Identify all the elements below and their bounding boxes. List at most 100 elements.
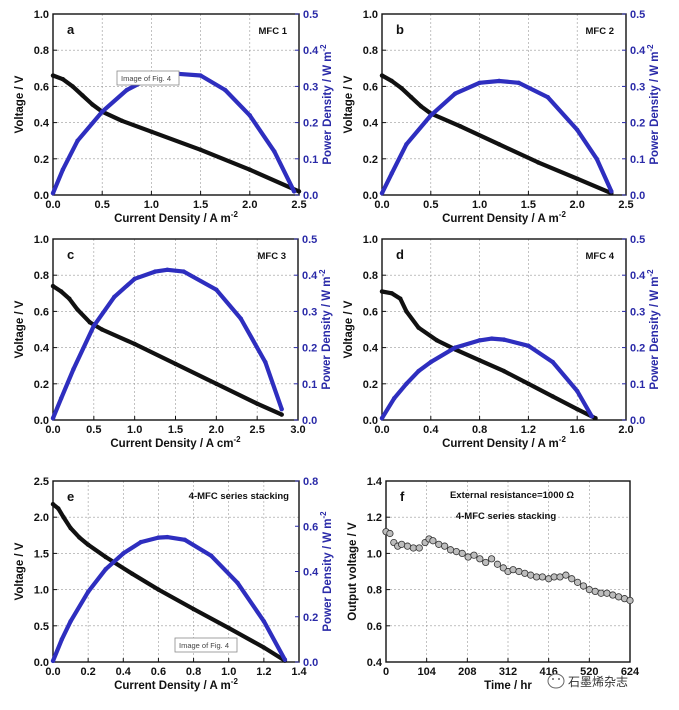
- x-tick-label: 0.5: [86, 424, 101, 436]
- panel-letter: a: [67, 22, 75, 37]
- power-density-point: [263, 359, 268, 365]
- power-density-point: [453, 345, 458, 350]
- x-tick-label: 2.0: [242, 199, 257, 211]
- data-point: [476, 555, 484, 563]
- voltage-point: [191, 606, 196, 612]
- x-tick-label: 1.5: [168, 424, 183, 436]
- y2-axis-title-superscript: -2: [646, 44, 655, 52]
- x-axis-title-superscript: -2: [231, 210, 239, 219]
- y2-axis-title-superscript: -2: [319, 44, 328, 52]
- x-tick-label: 1.0: [221, 666, 236, 678]
- y2-axis-title-text: Power Density / W m: [321, 277, 333, 390]
- voltage-point: [247, 167, 252, 172]
- voltage-point: [296, 189, 302, 194]
- y-tick-label: 0.8: [34, 45, 49, 57]
- y-tick-label: 0.6: [34, 81, 49, 93]
- y-tick-label: 0.2: [363, 379, 378, 391]
- data-point: [550, 573, 558, 581]
- y-tick-label: 0.6: [363, 306, 378, 318]
- plot-frame: [381, 238, 627, 421]
- x-tick-label: 0.5: [95, 199, 110, 211]
- power-density-point: [416, 368, 421, 374]
- y-tick-label: 0.0: [363, 190, 378, 202]
- panel-letter: f: [400, 489, 405, 504]
- image-tag-box: [116, 70, 180, 86]
- voltage-point: [526, 381, 531, 386]
- data-point: [579, 582, 588, 590]
- x-axis-title-text: Current Density / A m: [442, 213, 559, 225]
- y-tick-label: 1.0: [34, 234, 49, 246]
- power-density-curve: [379, 336, 594, 421]
- y2-tick-label: 0.0: [630, 190, 645, 202]
- voltage-point: [379, 289, 385, 294]
- power-density-point: [238, 316, 244, 321]
- data-point: [403, 542, 412, 550]
- x-tick-label: 2.0: [618, 424, 633, 436]
- y-tick-label: 0.2: [363, 154, 378, 166]
- x-axis-title-text: Current Density / A cm: [110, 438, 233, 450]
- y-tick-label: 1.2: [367, 512, 382, 524]
- voltage-point: [279, 412, 284, 417]
- panel-letter: e: [67, 489, 74, 504]
- voltage-point: [389, 78, 394, 84]
- y2-tick-label: 0.4: [630, 45, 646, 57]
- panel-letter: b: [396, 22, 404, 37]
- chart-panel-c: 0.0 0.5 1.0 1.5 2.0 2.5 3.00.00.20.40.60.81.00…: [14, 234, 333, 450]
- voltage-point: [68, 525, 73, 531]
- panel-note: MFC 3: [258, 251, 287, 262]
- data-point: [597, 589, 605, 597]
- y2-tick-label: 0.0: [303, 657, 318, 669]
- y2-axis-title: Power Density / W m-2: [319, 44, 334, 165]
- power-density-point: [291, 189, 297, 194]
- y-axis-title: Voltage / V: [14, 542, 26, 600]
- y2-tick-label: 0.4: [303, 567, 319, 579]
- power-density-point: [404, 142, 409, 147]
- y2-tick-label: 0.0: [303, 190, 318, 202]
- data-point: [562, 571, 570, 579]
- x-tick-label: 2.5: [618, 199, 633, 211]
- power-density-point: [59, 637, 64, 642]
- power-density-point: [152, 269, 158, 274]
- panel-note: External resistance=1000 Ω: [450, 490, 574, 501]
- power-density-point: [156, 535, 161, 540]
- power-density-point: [501, 337, 507, 342]
- data-point: [509, 566, 517, 574]
- voltage-point: [416, 325, 421, 330]
- y2-axis-title-text: Power Density / W m: [322, 52, 334, 165]
- voltage-point: [80, 93, 85, 98]
- chart-panel-a: 0.0 0.5 1.0 1.5 2.0 2.50.00.20.40.60.81.00.00…: [14, 9, 334, 225]
- y2-tick-label: 0.3: [630, 306, 645, 318]
- y2-tick-label: 0.3: [630, 81, 645, 93]
- y-tick-label: 0.6: [363, 81, 378, 93]
- data-point: [458, 549, 466, 558]
- x-axis-title-superscript: -2: [231, 677, 239, 686]
- voltage-point: [496, 142, 502, 147]
- x-axis-title: Time / hr: [484, 680, 532, 692]
- plot-frame: [52, 480, 300, 663]
- y2-tick-label: 0.4: [302, 270, 318, 282]
- y2-tick-label: 0.0: [302, 415, 317, 427]
- data-point: [386, 529, 394, 538]
- data-point: [538, 573, 547, 581]
- power-density-curve: [379, 78, 614, 196]
- y-tick-label: 1.5: [34, 548, 49, 560]
- y2-axis-title: Power Density / W m-2: [318, 269, 333, 390]
- voltage-point: [99, 327, 105, 332]
- power-density-point: [165, 267, 170, 272]
- plot-frame: [381, 13, 627, 196]
- y2-tick-label: 0.2: [630, 118, 645, 130]
- y-axis-title: Voltage / V: [343, 300, 355, 358]
- y2-tick-label: 0.1: [302, 379, 317, 391]
- power-density-point: [132, 276, 137, 282]
- voltage-point: [75, 307, 80, 312]
- power-density-point: [103, 567, 108, 572]
- voltage-point: [129, 571, 135, 576]
- y-tick-label: 0.0: [34, 190, 49, 202]
- y2-tick-label: 0.2: [302, 343, 317, 355]
- voltage-point: [575, 176, 580, 181]
- power-density-curve: [50, 534, 287, 664]
- y-tick-label: 2.0: [34, 512, 49, 524]
- chart-panel-f: 0 104 208 312 416 520 6240.40.60.81.01.21.4Tim…: [347, 476, 640, 692]
- data-point: [609, 591, 617, 599]
